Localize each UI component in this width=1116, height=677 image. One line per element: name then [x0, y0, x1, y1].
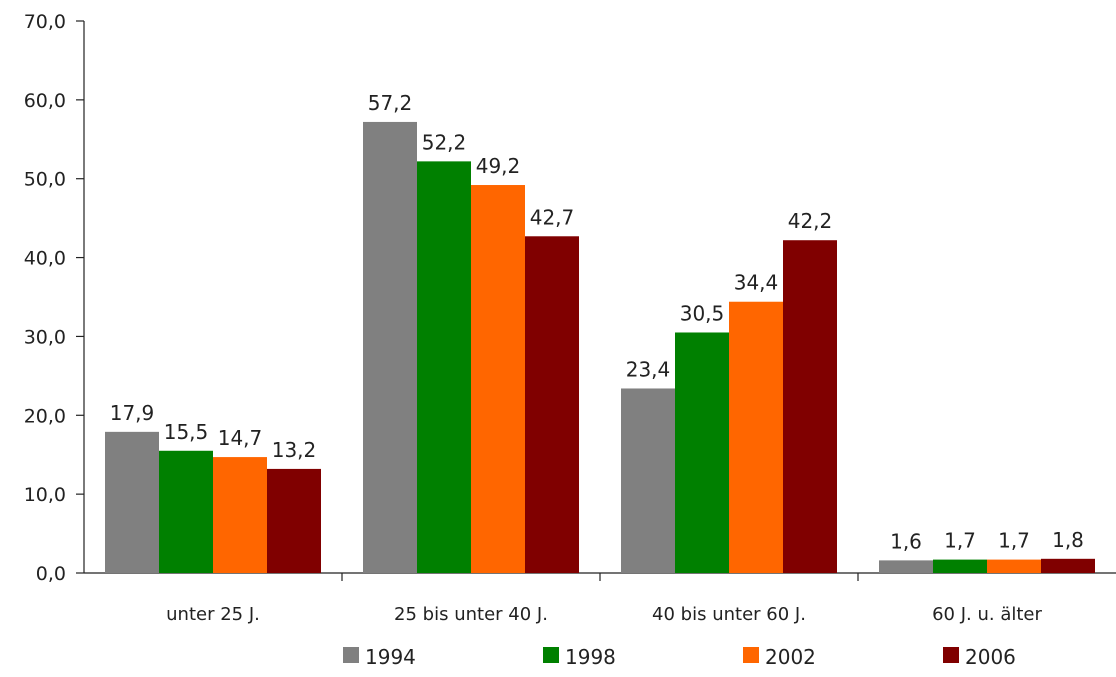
- x-category-label: 40 bis unter 60 J.: [652, 604, 806, 625]
- bar: [267, 468, 321, 573]
- x-category-label: unter 25 J.: [166, 604, 260, 625]
- x-category-label: 25 bis unter 40 J.: [394, 604, 548, 625]
- legend-swatch: [943, 647, 959, 663]
- y-tick-label: 60,0: [24, 90, 66, 112]
- bar: [363, 121, 417, 574]
- legend-swatch: [743, 647, 759, 663]
- data-label: 1,7: [944, 529, 976, 553]
- bar: [879, 560, 933, 573]
- data-label: 42,2: [788, 209, 833, 233]
- bar: [105, 431, 159, 573]
- data-label: 1,7: [998, 529, 1030, 553]
- data-label: 1,8: [1052, 528, 1084, 552]
- bars: [105, 121, 1095, 574]
- y-axis: 0,0 10,0 20,0 30,0 40,0 50,0 60,0 70,0: [24, 11, 85, 585]
- y-tick-label: 0,0: [36, 563, 66, 585]
- data-label: 17,9: [110, 401, 155, 425]
- x-category-label: 60 J. u. älter: [932, 604, 1042, 625]
- data-label: 13,2: [272, 438, 317, 462]
- data-label: 52,2: [422, 130, 467, 154]
- data-label: 34,4: [734, 271, 779, 295]
- bar: [525, 236, 579, 573]
- bar: [1041, 558, 1095, 573]
- y-tick-label: 40,0: [24, 248, 66, 270]
- bar: [987, 559, 1041, 573]
- y-tick-label: 70,0: [24, 11, 66, 33]
- y-tick-label: 20,0: [24, 405, 66, 427]
- bar: [675, 332, 729, 573]
- data-labels: 17,9 57,2 23,4 1,6 15,5 52,2 30,5 1,7 14,7 49,2 34…: [110, 91, 1084, 553]
- data-label: 1,6: [890, 529, 922, 553]
- y-tick-label: 30,0: [24, 326, 66, 348]
- bar: [213, 457, 267, 573]
- data-label: 42,7: [530, 205, 575, 229]
- bar: [729, 301, 783, 573]
- bar: [783, 240, 837, 574]
- legend-label: 1994: [365, 645, 416, 669]
- legend-label: 1998: [565, 645, 616, 669]
- bar: [159, 450, 213, 573]
- data-label: 14,7: [218, 426, 263, 450]
- legend-label: 2002: [765, 645, 816, 669]
- data-label: 57,2: [368, 91, 413, 115]
- legend-swatch: [543, 647, 559, 663]
- x-axis: unter 25 J. 25 bis unter 40 J. 40 bis unte…: [84, 572, 1116, 625]
- data-label: 49,2: [476, 154, 521, 178]
- data-label: 15,5: [164, 420, 209, 444]
- legend-label: 2006: [965, 645, 1016, 669]
- bar: [621, 388, 675, 573]
- legend: 1994 1998 2002 2006: [343, 645, 1016, 669]
- data-label: 23,4: [626, 357, 671, 381]
- y-tick-label: 10,0: [24, 484, 66, 506]
- y-tick-label: 50,0: [24, 169, 66, 191]
- bar: [417, 161, 471, 573]
- data-label: 30,5: [680, 301, 725, 325]
- bar: [471, 185, 525, 573]
- legend-swatch: [343, 647, 359, 663]
- bar: [933, 559, 987, 573]
